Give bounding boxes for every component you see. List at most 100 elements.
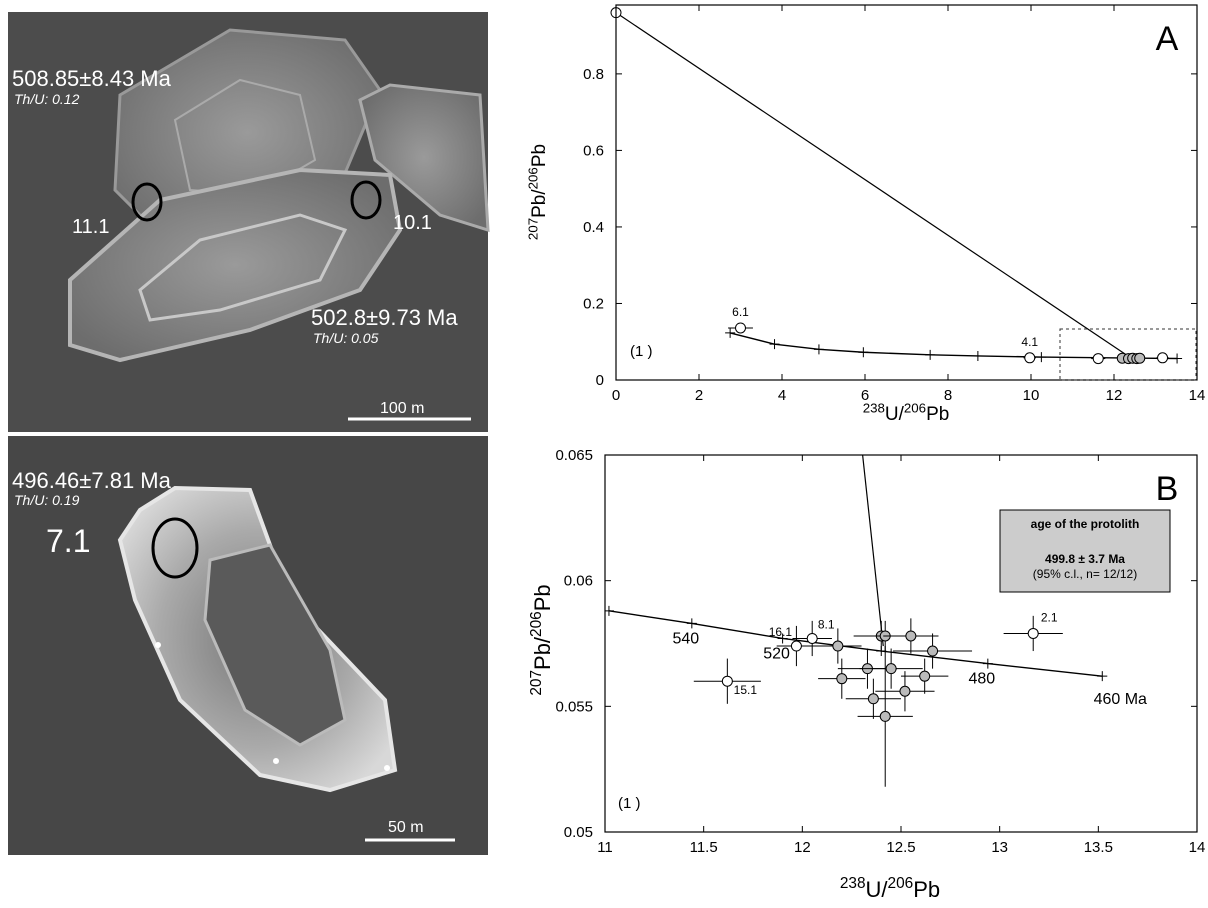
panel-letter: B <box>1156 470 1179 508</box>
point-label: 16.1 <box>769 625 793 639</box>
label-text: Pb/ <box>529 189 550 218</box>
x-tick-label: 14 <box>1189 387 1206 404</box>
concordia-age-label: 540 <box>672 630 699 647</box>
concordia-age-mark <box>605 605 614 616</box>
x-tick-label: 12.5 <box>886 839 915 856</box>
age-box-stats: (95% c.l., n= 12/12) <box>1033 567 1137 581</box>
label-text: Pb <box>529 144 550 167</box>
data-point <box>735 322 746 334</box>
y-tick-label: 0.4 <box>583 219 604 236</box>
x-label: 238U/206Pb <box>863 400 950 425</box>
concordia-age-mark <box>686 618 697 629</box>
x-label: 238U/206Pb <box>840 875 940 902</box>
scale-label: 100 m <box>380 400 424 417</box>
label-text: U/ <box>885 404 905 425</box>
label-text: Pb <box>926 404 949 425</box>
label-superscript: 238 <box>863 400 885 415</box>
label-superscript: 207 <box>528 670 545 696</box>
x-tick-label: 12 <box>794 839 811 856</box>
y-label: 207Pb/206Pb <box>525 144 550 240</box>
spot-ellipse <box>151 517 199 579</box>
concordia-curve <box>608 610 1103 677</box>
x-tick-label: 14 <box>1189 839 1206 856</box>
age-label: 502.8±9.73 Ma <box>311 305 458 330</box>
x-tick-label: 13.5 <box>1084 839 1113 856</box>
point-label: 2.1 <box>1041 610 1058 624</box>
concordia-age-mark <box>1172 353 1183 364</box>
y-tick-label: 0.05 <box>564 824 593 841</box>
age-box <box>999 509 1171 593</box>
data-point <box>790 640 802 652</box>
speck <box>384 765 390 771</box>
data-point <box>879 710 891 722</box>
panel-letter: A <box>1156 20 1179 58</box>
point-label: 8.1 <box>818 617 835 631</box>
data-point <box>927 645 939 657</box>
data-point <box>885 663 897 675</box>
concordia-age-mark <box>769 339 780 350</box>
x-tick-label: 11.5 <box>690 839 718 856</box>
label-superscript: 238 <box>840 875 866 892</box>
label-superscript: 207 <box>525 218 540 240</box>
data-point <box>1024 352 1036 364</box>
data-point <box>867 693 879 705</box>
concordia-age-mark <box>1097 671 1108 682</box>
point-label: 15.1 <box>734 683 758 697</box>
plot-area <box>605 455 1108 787</box>
age-box-title: age of the protolith <box>1031 517 1140 531</box>
x-tick-label: 12 <box>1106 387 1123 404</box>
concordia-age-label: 520 <box>763 645 790 662</box>
data-point <box>836 673 848 685</box>
x-tick-label: 8 <box>944 387 952 404</box>
x-tick-label: 13 <box>991 839 1008 856</box>
concordia-age-mark <box>777 633 788 644</box>
concordia-age-mark <box>982 658 993 669</box>
age-label: 508.85±8.43 Ma <box>12 66 172 91</box>
data-point <box>721 675 733 687</box>
sigma-note: (1 ) <box>630 343 653 360</box>
concordia-age-label: 460 Ma <box>1094 691 1147 708</box>
spot-ellipse <box>131 182 163 222</box>
x-tick-label: 10 <box>1023 387 1040 404</box>
cl-image-top: 508.85±8.43 Ma Th/U: 0.12 11.1 10.1 502.… <box>8 12 490 432</box>
scale-label: 50 m <box>388 819 424 836</box>
point-label: 6.1 <box>732 305 749 319</box>
concordia-age-mark <box>858 347 869 358</box>
thu-label: Th/U: 0.19 <box>14 492 80 508</box>
concordia-age-label: 480 <box>968 671 995 688</box>
y-tick-label: 0.6 <box>583 142 604 159</box>
data-point <box>919 670 931 682</box>
inset-outline <box>1059 328 1197 381</box>
grain <box>358 83 490 233</box>
label-text: U/ <box>866 877 889 902</box>
speck <box>273 758 279 764</box>
y-tick-label: 0 <box>596 372 604 389</box>
speck <box>155 642 161 648</box>
label-superscript: 206 <box>525 167 540 189</box>
y-tick-label: 0.065 <box>555 447 593 464</box>
plot-area <box>610 7 1183 365</box>
data-point <box>1157 352 1169 364</box>
grain-zone <box>173 78 317 197</box>
label-superscript: 206 <box>904 400 926 415</box>
plot-frame <box>615 4 1198 381</box>
data-point <box>1092 353 1104 365</box>
concordia-age-mark <box>972 350 983 361</box>
spot-label: 10.1 <box>393 212 432 234</box>
age-label: 496.46±7.81 Ma <box>12 468 172 493</box>
x-tick-label: 0 <box>612 387 620 404</box>
data-point <box>1134 352 1146 364</box>
label-superscript: 206 <box>528 611 545 637</box>
label-superscript: 206 <box>888 875 914 892</box>
thu-label: Th/U: 0.12 <box>14 91 80 107</box>
data-point <box>905 630 917 642</box>
label-text: Pb/ <box>530 636 555 670</box>
label-text: Pb <box>913 877 940 902</box>
grain-zone <box>138 213 348 322</box>
sigma-note: (1 ) <box>618 795 641 812</box>
y-tick-label: 0.055 <box>555 698 593 715</box>
y-tick-label: 0.2 <box>583 295 604 312</box>
age-box-value: 499.8 ± 3.7 Ma <box>1045 552 1125 566</box>
concordia-age-mark <box>813 344 824 355</box>
